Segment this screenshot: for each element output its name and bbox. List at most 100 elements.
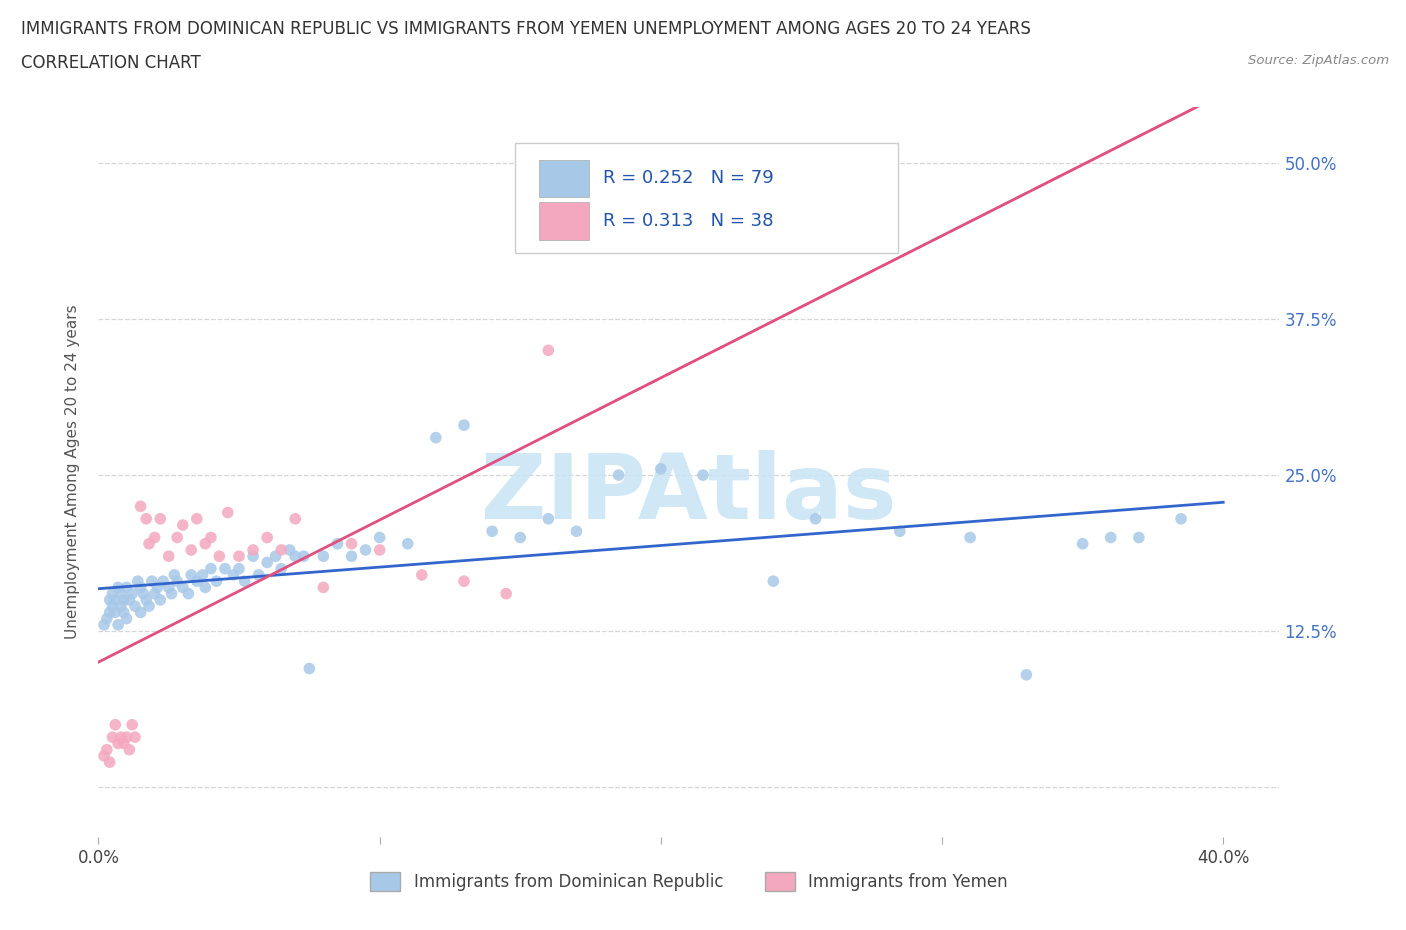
Point <box>127 574 149 589</box>
Point <box>368 542 391 557</box>
Text: R = 0.252   N = 79: R = 0.252 N = 79 <box>603 169 773 188</box>
Point <box>217 505 239 520</box>
Point <box>107 580 129 595</box>
Point <box>177 586 200 601</box>
Point <box>121 717 143 732</box>
FancyBboxPatch shape <box>538 160 589 197</box>
Y-axis label: Unemployment Among Ages 20 to 24 years: Unemployment Among Ages 20 to 24 years <box>65 305 80 639</box>
Point <box>115 580 138 595</box>
Point <box>186 512 208 526</box>
Point <box>129 604 152 619</box>
Point <box>256 530 278 545</box>
Point <box>312 580 335 595</box>
Text: Source: ZipAtlas.com: Source: ZipAtlas.com <box>1249 54 1389 67</box>
Point <box>270 561 292 576</box>
Point <box>1099 530 1122 545</box>
Point <box>1015 668 1038 683</box>
Point <box>191 567 214 582</box>
Point <box>242 549 264 564</box>
Text: CORRELATION CHART: CORRELATION CHART <box>21 54 201 72</box>
Point <box>146 580 169 595</box>
Point <box>172 580 194 595</box>
Point <box>104 604 127 619</box>
Point <box>396 537 419 551</box>
Point <box>340 537 363 551</box>
Point <box>135 512 157 526</box>
Point <box>537 512 560 526</box>
Text: ZIPAtlas: ZIPAtlas <box>481 450 897 538</box>
Point <box>256 555 278 570</box>
Point <box>166 530 188 545</box>
Point <box>270 542 292 557</box>
Point <box>762 574 785 589</box>
Point <box>124 730 146 745</box>
Point <box>129 498 152 513</box>
Point <box>205 574 228 589</box>
Point <box>124 599 146 614</box>
Point <box>112 592 135 607</box>
Point <box>118 742 141 757</box>
Point <box>104 717 127 732</box>
Point <box>509 530 531 545</box>
Point <box>453 418 475 432</box>
Point <box>278 542 301 557</box>
FancyBboxPatch shape <box>516 142 898 253</box>
Point <box>481 524 503 538</box>
Point <box>141 574 163 589</box>
Point <box>104 592 127 607</box>
Point <box>107 736 129 751</box>
Point <box>804 512 827 526</box>
Point <box>228 549 250 564</box>
Point <box>101 599 124 614</box>
Point <box>208 549 231 564</box>
Point <box>200 561 222 576</box>
Point <box>101 730 124 745</box>
Point <box>101 586 124 601</box>
Point <box>292 549 315 564</box>
Point <box>121 586 143 601</box>
Point <box>889 524 911 538</box>
Point <box>98 592 121 607</box>
Point <box>650 461 672 476</box>
Point <box>110 730 132 745</box>
Point <box>157 549 180 564</box>
Point <box>107 618 129 632</box>
Point <box>1170 512 1192 526</box>
Point <box>312 549 335 564</box>
Point <box>425 431 447 445</box>
Point <box>110 599 132 614</box>
Point <box>98 604 121 619</box>
Point <box>180 567 202 582</box>
Point <box>163 567 186 582</box>
Point <box>194 580 217 595</box>
Point <box>607 468 630 483</box>
Point <box>354 542 377 557</box>
Point <box>166 574 188 589</box>
Point <box>135 592 157 607</box>
Point <box>284 549 307 564</box>
Point <box>959 530 981 545</box>
Point <box>537 343 560 358</box>
Point <box>143 586 166 601</box>
Point <box>172 518 194 533</box>
Point <box>242 542 264 557</box>
Point <box>160 586 183 601</box>
Point <box>692 468 714 483</box>
Point <box>233 574 256 589</box>
Point <box>118 592 141 607</box>
Point <box>326 537 349 551</box>
Point <box>110 586 132 601</box>
Point <box>132 586 155 601</box>
Point <box>565 524 588 538</box>
Point <box>149 592 172 607</box>
Point <box>214 561 236 576</box>
Legend: Immigrants from Dominican Republic, Immigrants from Yemen: Immigrants from Dominican Republic, Immi… <box>364 866 1014 898</box>
Text: IMMIGRANTS FROM DOMINICAN REPUBLIC VS IMMIGRANTS FROM YEMEN UNEMPLOYMENT AMONG A: IMMIGRANTS FROM DOMINICAN REPUBLIC VS IM… <box>21 20 1031 38</box>
Point <box>157 580 180 595</box>
Point <box>93 618 115 632</box>
Point <box>222 567 245 582</box>
Point <box>194 537 217 551</box>
Point <box>112 604 135 619</box>
Text: R = 0.313   N = 38: R = 0.313 N = 38 <box>603 212 773 230</box>
FancyBboxPatch shape <box>538 202 589 240</box>
